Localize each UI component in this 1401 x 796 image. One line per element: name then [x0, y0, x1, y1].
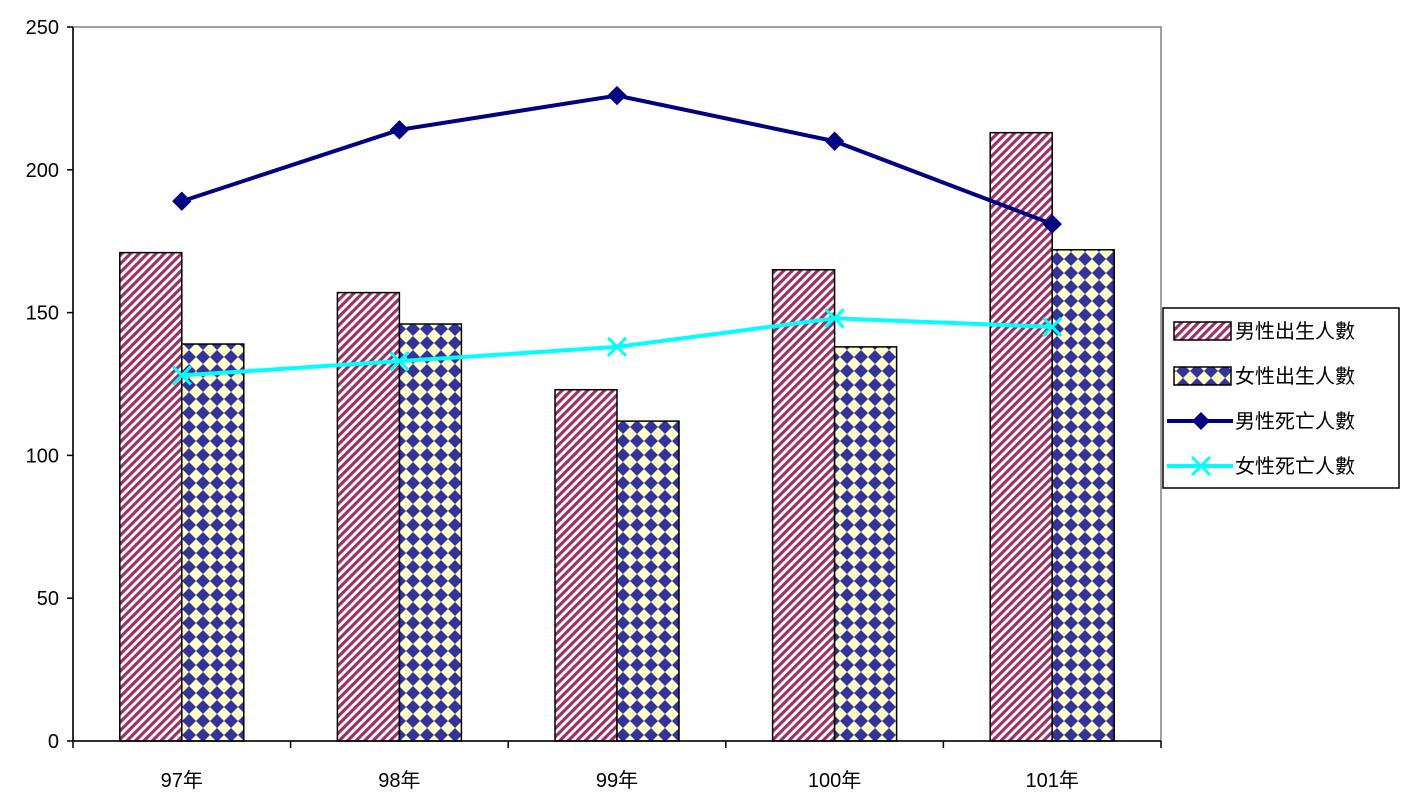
x-tick-label: 97年 — [161, 769, 203, 792]
x-tick-label: 101年 — [1026, 769, 1079, 792]
y-tick-label: 50 — [37, 588, 59, 610]
legend-swatch-bar-1 — [1173, 366, 1232, 386]
legend-label: 女性死亡人數 — [1235, 454, 1355, 478]
legend-marker-x — [1190, 455, 1212, 477]
x-tick-labels: 97年 98年 99年 100年 101年 — [161, 769, 1079, 792]
bar-male-birth-3 — [771, 269, 836, 742]
bar-female-birth-0 — [181, 343, 245, 742]
legend-label: 女性出生人數 — [1235, 364, 1355, 388]
line-point-female-death-2 — [606, 336, 628, 357]
bar-male-birth-2 — [554, 388, 618, 742]
line-point-male-death-0 — [172, 191, 192, 211]
axes-group — [67, 26, 1162, 748]
line-point-female-death-4 — [1042, 316, 1063, 337]
legend-label: 男性死亡人數 — [1235, 409, 1355, 433]
line-point-male-death-3 — [824, 131, 845, 151]
x-tick-label: 100年 — [808, 769, 861, 792]
legend-marker-diamond — [1192, 412, 1210, 430]
line-point-female-death-0 — [171, 365, 192, 386]
line-point-male-death-4 — [1042, 214, 1062, 234]
y-tick-label: 0 — [48, 731, 59, 753]
legend-swatch-bar-0 — [1173, 321, 1232, 341]
x-tick-label: 99年 — [596, 769, 638, 792]
bar-male-birth-0 — [119, 251, 183, 742]
y-tick-label: 200 — [26, 160, 59, 182]
bar-female-birth-1 — [398, 323, 463, 742]
y-tick-label: 250 — [26, 17, 59, 39]
y-tick-label: 150 — [26, 303, 59, 325]
bar-male-birth-4 — [989, 131, 1053, 742]
lines-group — [171, 85, 1063, 386]
line-point-female-death-3 — [824, 308, 845, 329]
x-tick-label: 98年 — [378, 769, 420, 792]
bar-female-birth-3 — [833, 346, 898, 742]
legend-label: 男性出生人數 — [1235, 319, 1355, 343]
bar-female-birth-4 — [1051, 249, 1115, 742]
y-tick-labels: 0 50 100 150 200 250 — [26, 17, 59, 753]
line-point-male-death-1 — [389, 120, 410, 140]
line-point-male-death-2 — [607, 85, 627, 106]
bars-group — [119, 131, 1115, 742]
line-point-female-death-1 — [389, 351, 410, 372]
bar-male-birth-1 — [336, 291, 401, 742]
bar-female-birth-2 — [616, 420, 680, 742]
y-tick-label: 100 — [26, 445, 59, 467]
